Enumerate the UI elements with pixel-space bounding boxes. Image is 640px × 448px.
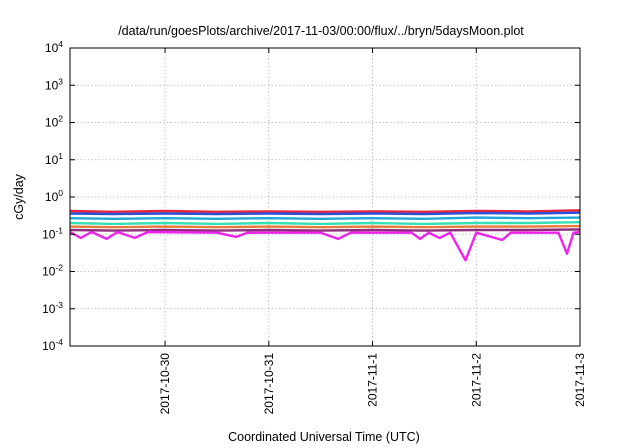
y-tick-label: 10-2 — [42, 263, 63, 279]
series-line-2 — [69, 211, 581, 216]
y-tick-label: 10-3 — [42, 300, 63, 316]
series-line-1 — [69, 209, 581, 214]
series-line-7 — [69, 230, 581, 262]
x-tick-label: 2017-11-3 — [573, 353, 587, 407]
x-tick-label: 2017-11-1 — [366, 353, 380, 407]
y-tick-label: 100 — [45, 188, 63, 204]
y-tick-label: 10-1 — [42, 225, 63, 241]
x-axis-label: Coordinated Universal Time (UTC) — [228, 430, 420, 444]
series-line-4 — [69, 221, 581, 226]
y-tick-label: 104 — [45, 39, 63, 55]
y-tick-label: 101 — [45, 151, 63, 167]
grid — [70, 48, 581, 346]
series-layer — [69, 209, 581, 262]
y-tick-label: 103 — [45, 76, 63, 92]
x-tick-label: 2017-10-31 — [262, 353, 276, 415]
chart-title: /data/run/goesPlots/archive/2017-11-03/0… — [118, 24, 524, 38]
series-line-6 — [69, 228, 581, 232]
series-line-3 — [69, 216, 581, 221]
x-tick-label: 2017-11-2 — [469, 353, 483, 407]
series-line-5 — [69, 224, 581, 229]
ticks: 10-4 10-3 10-2 10-1 100 101 102 103 104 2017-10-3… — [42, 39, 587, 414]
y-tick-label: 102 — [45, 114, 63, 130]
x-tick-label: 2017-10-30 — [158, 353, 172, 415]
y-tick-label: 10-4 — [42, 337, 63, 353]
y-axis-label: cGy/day — [12, 173, 26, 220]
